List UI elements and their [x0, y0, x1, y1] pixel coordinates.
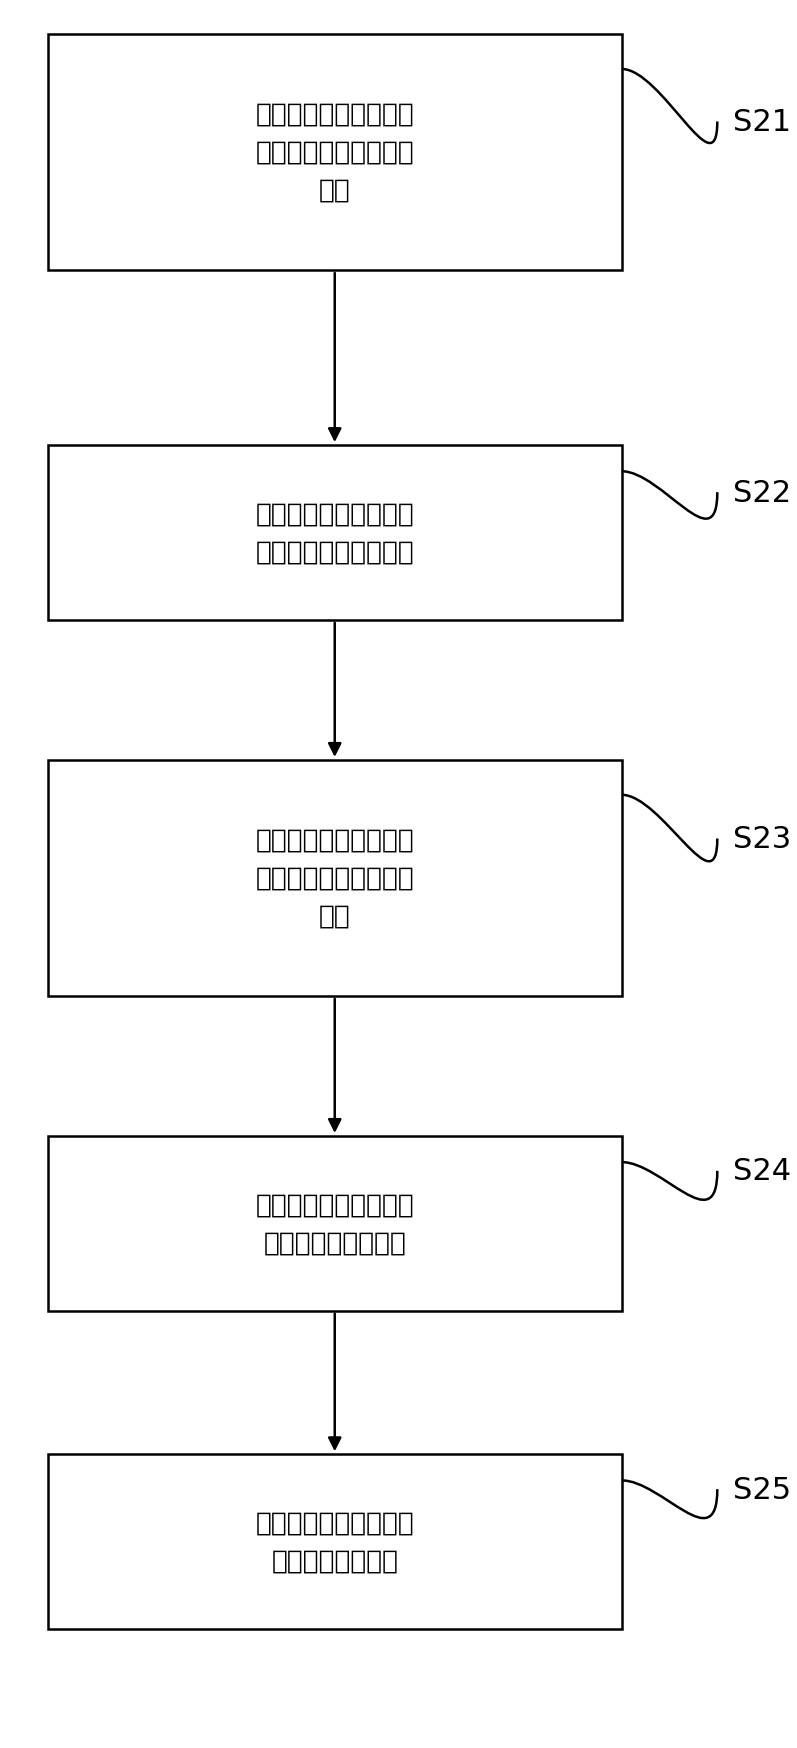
- Text: 得到匹配滤波系数，并
对其进行自适应调节: 得到匹配滤波系数，并 对其进行自适应调节: [255, 1192, 414, 1255]
- Text: S24: S24: [733, 1157, 791, 1185]
- Text: 对频率边界内的信号进
行变换，得到胎心模板
信号: 对频率边界内的信号进 行变换，得到胎心模板 信号: [255, 827, 414, 930]
- Text: 使用调节后的匹配滤波
系数进行匹配滤波: 使用调节后的匹配滤波 系数进行匹配滤波: [255, 1510, 414, 1573]
- Text: S23: S23: [733, 825, 791, 853]
- Text: S25: S25: [733, 1475, 791, 1503]
- FancyBboxPatch shape: [48, 1136, 622, 1311]
- Text: 对预处理后的胎心音信
号进行处理，得到其功
率谱: 对预处理后的胎心音信 号进行处理，得到其功 率谱: [255, 101, 414, 205]
- FancyBboxPatch shape: [48, 1454, 622, 1629]
- Text: S22: S22: [733, 479, 791, 507]
- Text: S21: S21: [733, 108, 791, 136]
- FancyBboxPatch shape: [48, 760, 622, 996]
- Text: 以最大频率为中心前后
搜索，得到主频率边界: 以最大频率为中心前后 搜索，得到主频率边界: [255, 502, 414, 565]
- FancyBboxPatch shape: [48, 35, 622, 271]
- FancyBboxPatch shape: [48, 446, 622, 621]
